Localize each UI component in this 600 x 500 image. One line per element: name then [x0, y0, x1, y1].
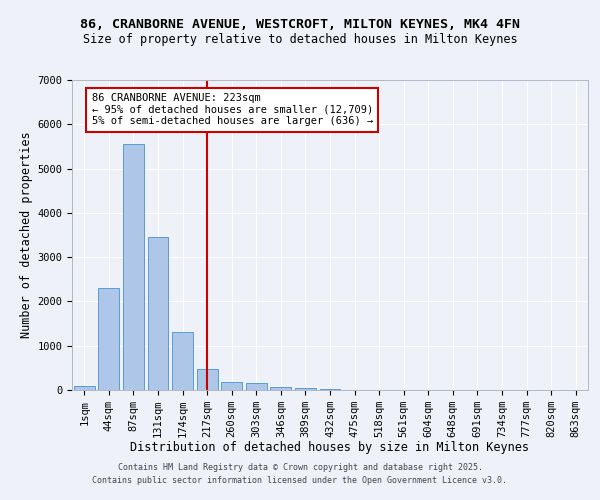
Text: Contains public sector information licensed under the Open Government Licence v3: Contains public sector information licen… — [92, 476, 508, 485]
Y-axis label: Number of detached properties: Number of detached properties — [20, 132, 33, 338]
X-axis label: Distribution of detached houses by size in Milton Keynes: Distribution of detached houses by size … — [131, 442, 530, 454]
Bar — [74, 386, 95, 390]
Bar — [271, 386, 292, 390]
Text: Contains HM Land Registry data © Crown copyright and database right 2025.: Contains HM Land Registry data © Crown c… — [118, 462, 482, 471]
Bar — [221, 382, 242, 390]
Text: 86 CRANBORNE AVENUE: 223sqm
← 95% of detached houses are smaller (12,709)
5% of : 86 CRANBORNE AVENUE: 223sqm ← 95% of det… — [92, 94, 373, 126]
Bar — [295, 388, 316, 390]
Bar — [172, 332, 193, 390]
Text: Size of property relative to detached houses in Milton Keynes: Size of property relative to detached ho… — [83, 32, 517, 46]
Bar — [123, 144, 144, 390]
Bar — [197, 368, 218, 390]
Bar — [246, 384, 267, 390]
Bar — [98, 288, 119, 390]
Text: 86, CRANBORNE AVENUE, WESTCROFT, MILTON KEYNES, MK4 4FN: 86, CRANBORNE AVENUE, WESTCROFT, MILTON … — [80, 18, 520, 30]
Bar — [148, 237, 169, 390]
